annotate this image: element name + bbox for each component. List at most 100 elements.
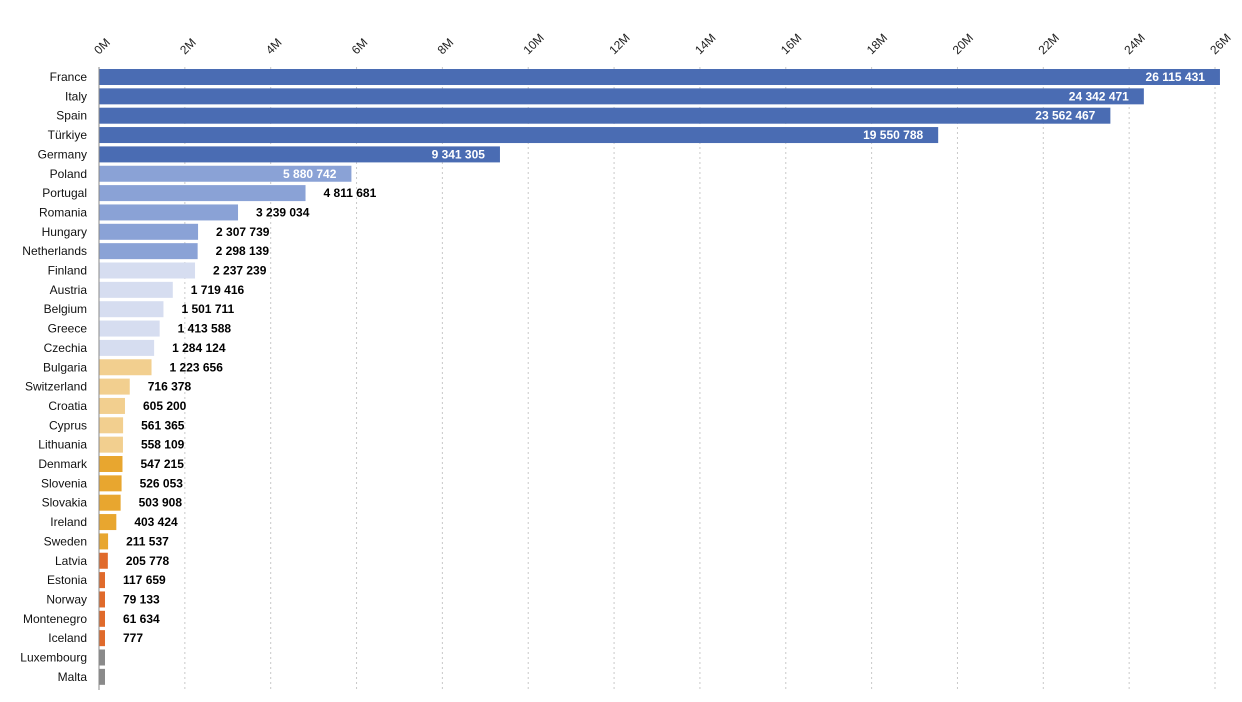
x-tick-label: 10M [520, 31, 546, 57]
category-label: Montenegro [23, 612, 87, 626]
value-label: 2 298 139 [216, 244, 270, 258]
value-label: 1 719 416 [191, 283, 245, 297]
bar [99, 533, 109, 550]
category-label: Cyprus [49, 418, 87, 432]
category-label: Czechia [44, 341, 88, 355]
value-label: 4 811 681 [324, 186, 377, 200]
bar [99, 494, 121, 511]
value-label: 3 239 034 [256, 205, 310, 219]
category-label: Greece [48, 322, 88, 336]
value-label: 1 284 124 [172, 341, 226, 355]
category-label: France [50, 70, 88, 84]
bar [99, 610, 105, 627]
category-label: Finland [48, 264, 87, 278]
value-labels: 26 115 431 24 342 471 23 562 467 19 550 788… [123, 70, 1205, 645]
bar [99, 339, 155, 356]
bar [99, 572, 105, 589]
bar [99, 630, 105, 647]
value-label: 547 215 [140, 457, 184, 471]
bar [99, 281, 173, 298]
category-label: Lithuania [38, 438, 87, 452]
value-label: 23 562 467 [1035, 109, 1095, 123]
bar [99, 204, 239, 221]
bar [99, 359, 152, 376]
bar [99, 127, 939, 144]
value-label: 2 307 739 [216, 225, 270, 239]
x-tick-label: 8M [435, 35, 457, 57]
bar [99, 107, 1111, 124]
value-label: 503 908 [139, 496, 183, 510]
category-labels: France Italy Spain Türkiye Germany Poland Port… [20, 70, 88, 684]
value-label: 558 109 [141, 438, 185, 452]
category-label: Bulgaria [43, 360, 87, 374]
category-label: Ireland [50, 515, 87, 529]
value-label: 26 115 431 [1146, 70, 1206, 84]
value-label: 1 223 656 [170, 360, 224, 374]
x-tick-label: 18M [864, 31, 890, 57]
bar [99, 262, 196, 279]
bar [99, 456, 123, 472]
value-label: 9 341 305 [432, 147, 486, 161]
category-label: Spain [56, 109, 87, 123]
value-label: 561 365 [141, 418, 185, 432]
value-label: 777 [123, 631, 143, 645]
category-label: Italy [65, 89, 87, 103]
value-label: 2 237 239 [213, 264, 267, 278]
value-label: 716 378 [148, 380, 192, 394]
category-label: Belgium [44, 302, 87, 316]
bar [99, 185, 306, 202]
bar [99, 320, 160, 337]
value-label: 526 053 [140, 476, 184, 490]
grid-layer [184, 67, 1216, 690]
value-label: 1 413 588 [178, 322, 232, 336]
value-label: 5 880 742 [283, 167, 337, 181]
bar [99, 475, 122, 492]
x-tick-label: 6M [349, 35, 371, 57]
category-label: Türkiye [48, 128, 88, 142]
category-label: Austria [50, 283, 88, 297]
value-label: 117 659 [123, 573, 166, 587]
value-label: 1 501 711 [181, 302, 234, 316]
value-label: 605 200 [143, 399, 187, 413]
x-tick-label: 4M [263, 35, 285, 57]
category-label: Estonia [47, 573, 87, 587]
bar [99, 165, 352, 182]
bar [99, 146, 500, 163]
bar [99, 417, 124, 434]
x-tick-label: 14M [692, 31, 718, 57]
bar [99, 69, 1220, 85]
x-tick-label: 0M [91, 35, 113, 57]
bar [99, 223, 199, 240]
value-label: 61 634 [123, 612, 160, 626]
bar [99, 88, 1144, 105]
category-label: Sweden [44, 534, 87, 548]
category-label: Portugal [42, 186, 87, 200]
category-label: Slovenia [41, 476, 87, 490]
category-label: Hungary [42, 225, 87, 239]
category-label: Poland [50, 167, 87, 181]
x-axis-ticks: 0M 2M 4M 6M 8M 10M 12M 14M 16M 18M 20M 22M 24M 26M [91, 31, 1233, 57]
x-tick-label: 16M [778, 31, 804, 57]
category-label: Norway [46, 592, 87, 606]
category-label: Netherlands [22, 244, 87, 258]
category-label: Slovakia [42, 496, 88, 510]
x-tick-label: 26M [1207, 31, 1233, 57]
bar [99, 514, 117, 531]
category-label: Luxembourg [20, 651, 87, 665]
bar [99, 397, 125, 414]
bar [99, 436, 123, 453]
bar [99, 649, 105, 666]
value-label: 19 550 788 [863, 128, 923, 142]
bar [99, 668, 105, 685]
category-label: Denmark [38, 457, 88, 471]
bar [99, 378, 130, 395]
value-label: 24 342 471 [1069, 89, 1129, 103]
category-label: Germany [38, 147, 87, 161]
category-label: Malta [58, 670, 88, 684]
bar [99, 301, 164, 318]
category-label: Switzerland [25, 380, 87, 394]
x-tick-label: 24M [1121, 31, 1147, 57]
bars-layer [99, 69, 1220, 685]
